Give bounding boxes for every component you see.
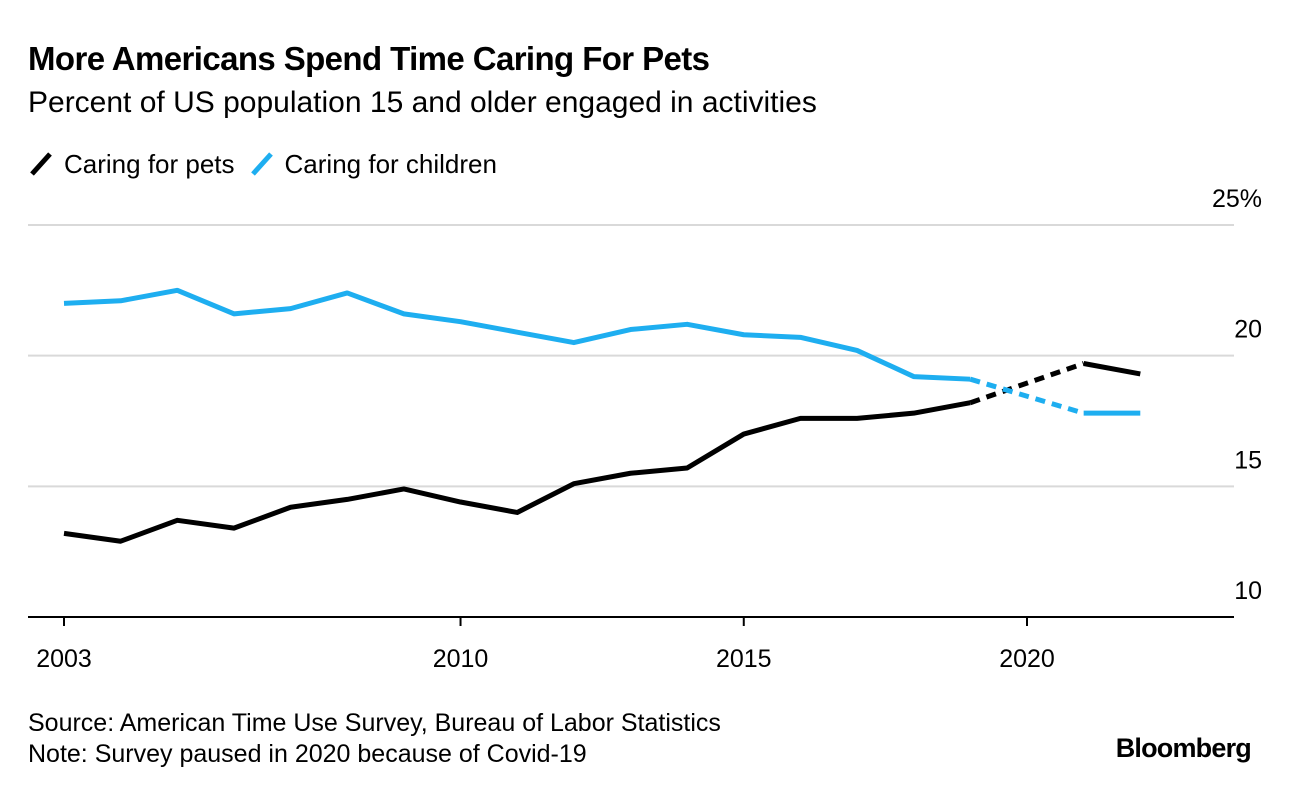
series-gap-dashed-caring-for-children — [969, 376, 1085, 416]
legend-label-children: Caring for children — [284, 148, 497, 179]
x-tick-label-2020: 2020 — [999, 645, 1055, 673]
x-tick-label-2015: 2015 — [716, 645, 772, 673]
bloomberg-logo: Bloomberg — [1115, 733, 1252, 763]
series-line-caring-for-children — [63, 287, 971, 382]
series-line-caring-for-pets — [63, 400, 971, 544]
axis-layer: 10 15 20 25% 2003 2010 2015 2020 — [28, 185, 1262, 673]
y-tick-label-20: 20 — [1234, 316, 1262, 344]
legend-swatch-children-icon — [250, 152, 273, 176]
legend-label-pets: Caring for pets — [64, 148, 235, 179]
chart-subtitle: Percent of US population 15 and older en… — [28, 86, 817, 119]
covid-note: Note: Survey paused in 2020 because of C… — [28, 740, 587, 768]
legend-item-children: Caring for children — [249, 149, 497, 180]
x-tick-label-2010: 2010 — [433, 645, 489, 673]
series-line-tail-caring-for-pets — [1083, 361, 1141, 377]
y-tick-label-25: 25% — [1212, 185, 1262, 213]
footer: Source: American Time Use Survey, Bureau… — [28, 708, 721, 770]
series-gap-dashed-caring-for-pets — [969, 361, 1085, 406]
y-tick-label-10: 10 — [1234, 577, 1262, 605]
grid-layer — [28, 224, 1234, 488]
x-tick-label-2003: 2003 — [36, 645, 92, 673]
chart-title: More Americans Spend Time Caring For Pet… — [28, 40, 710, 77]
legend-swatch-pets-icon — [30, 152, 52, 176]
source-note: Source: American Time Use Survey, Bureau… — [28, 709, 721, 737]
series-layer — [63, 287, 1141, 544]
legend: Caring for pets Caring for children — [28, 146, 511, 182]
legend-item-pets: Caring for pets — [28, 149, 235, 180]
y-tick-label-15: 15 — [1234, 446, 1262, 474]
